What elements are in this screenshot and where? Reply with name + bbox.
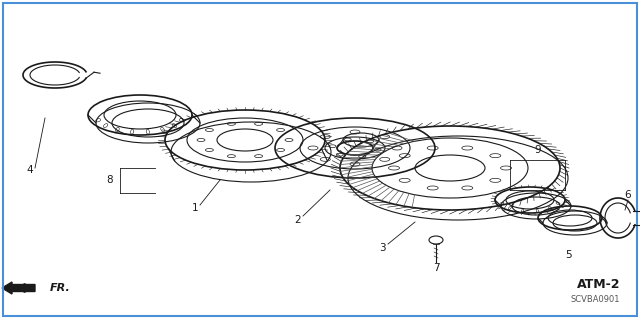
Text: 1: 1 [192,203,198,213]
Text: SCVBA0901: SCVBA0901 [570,295,620,305]
Text: 4: 4 [27,165,33,175]
Text: 5: 5 [564,250,572,260]
Text: 7: 7 [433,263,439,273]
Text: 2: 2 [294,215,301,225]
Text: 6: 6 [625,190,631,200]
Text: 8: 8 [107,175,113,185]
Text: ATM-2: ATM-2 [577,278,620,292]
Text: 3: 3 [379,243,385,253]
Text: FR.: FR. [50,283,71,293]
FancyArrow shape [2,282,35,294]
Text: 9: 9 [534,145,541,155]
